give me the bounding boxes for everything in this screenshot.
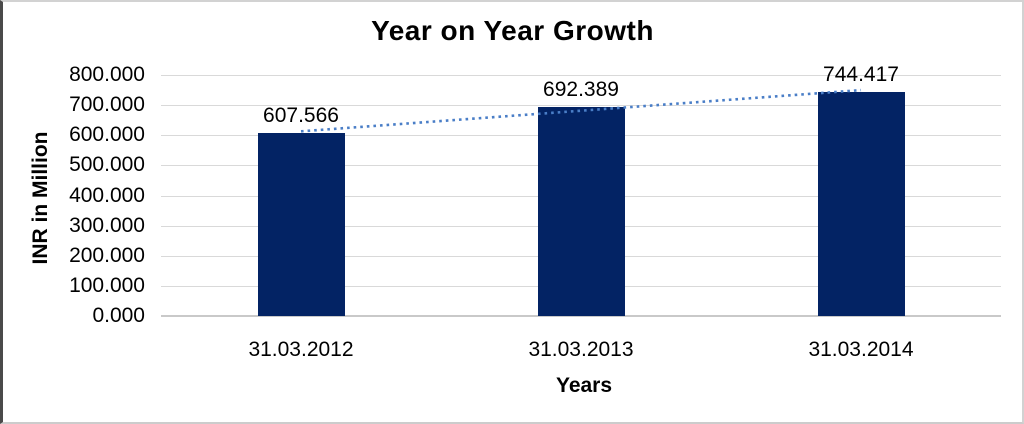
x-tick-label: 31.03.2013 [528, 338, 634, 361]
x-axis-line [161, 315, 1001, 317]
y-tick-label: 100.000 [69, 273, 145, 297]
bar [817, 91, 905, 316]
bar [537, 107, 625, 316]
gridline [161, 75, 1001, 76]
y-tick-label: 600.000 [69, 123, 145, 147]
y-tick-label: 800.000 [69, 63, 145, 86]
y-tick-label: 300.000 [69, 213, 145, 237]
y-tick-label: 200.000 [69, 243, 145, 267]
bar-value-label: 692.389 [543, 78, 619, 102]
y-tick-label: 0.000 [92, 304, 145, 327]
x-tick-label: 31.03.2012 [248, 338, 354, 361]
bar-value-label: 607.566 [263, 103, 339, 127]
y-tick-label: 500.000 [69, 153, 145, 177]
chart-title: Year on Year Growth [371, 15, 654, 46]
bar [257, 132, 345, 316]
x-tick-label: 31.03.2014 [808, 338, 914, 361]
plot-area: 0.000 100.000 200.000 300.000 400.000 500.000… [69, 63, 1001, 361]
x-axis-title: Years [555, 374, 613, 397]
y-tick-label: 400.000 [69, 183, 145, 207]
y-tick-label: 700.000 [69, 93, 145, 117]
bar-value-label: 744.417 [823, 62, 899, 86]
